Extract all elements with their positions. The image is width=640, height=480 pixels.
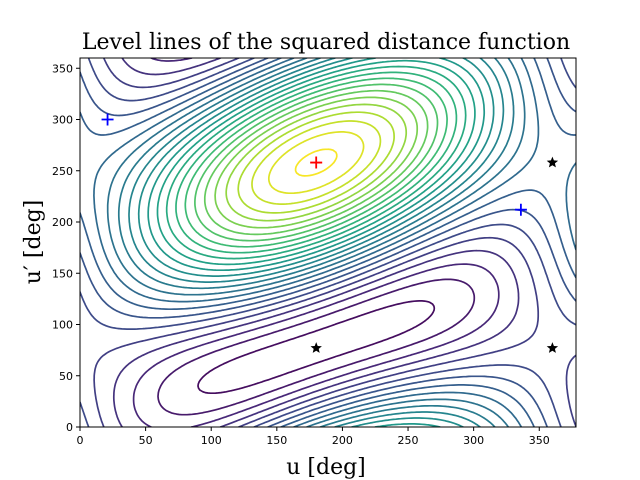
star-marker (546, 342, 559, 353)
plus-marker (101, 113, 114, 126)
star-marker (310, 342, 322, 353)
contour-level-line (197, 300, 436, 395)
contour-level-line (132, 58, 500, 427)
y-axis-label: u′ [deg] (21, 200, 46, 285)
contour-level-line (80, 58, 576, 427)
y-axis-ticks: 0 50 100 150 200 250 300 350 (52, 62, 80, 434)
contour-level-line (203, 89, 429, 236)
contour-level-line (294, 148, 338, 177)
y-tick-label: 50 (59, 370, 73, 383)
y-tick-label: 350 (52, 62, 73, 75)
y-tick-label: 0 (66, 421, 73, 434)
y-tick-label: 150 (52, 267, 73, 280)
contour-lines (80, 58, 576, 427)
y-tick-label: 300 (52, 114, 73, 127)
x-tick-label: 350 (529, 434, 550, 447)
y-tick-label: 100 (52, 319, 73, 332)
x-tick-label: 300 (463, 434, 484, 447)
x-tick-label: 150 (266, 434, 287, 447)
contour-level-line (251, 120, 382, 205)
contour-level-line (237, 111, 395, 214)
contour-level-line (112, 58, 520, 427)
x-tick-label: 0 (77, 434, 84, 447)
marker-layer (101, 113, 559, 353)
contour-level-line (93, 58, 576, 427)
x-tick-label: 200 (332, 434, 353, 447)
contour-level-line (214, 96, 419, 229)
x-tick-label: 250 (398, 434, 419, 447)
contour-level-line (267, 131, 365, 195)
plus-marker (514, 203, 527, 216)
x-tick-label: 100 (201, 434, 222, 447)
x-tick-label: 50 (139, 434, 153, 447)
contour-level-line (194, 83, 439, 242)
contour-level-line (184, 77, 448, 248)
x-axis-label: u [deg] (286, 455, 366, 480)
chart-title: Level lines of the squared distance func… (82, 30, 570, 55)
x-axis-ticks: 0 50 100 150 200 250 300 350 (77, 427, 550, 447)
contour-level-line (165, 65, 467, 260)
y-tick-label: 200 (52, 216, 73, 229)
plot-frame (79, 57, 577, 428)
contour-level-line (157, 278, 476, 416)
star-marker (546, 156, 559, 168)
contour-level-line (156, 59, 476, 266)
contour-level-line (80, 58, 576, 427)
contour-level-line (80, 58, 576, 427)
y-tick-label: 250 (52, 165, 73, 178)
contour-level-line (225, 103, 408, 222)
contour-level-line (175, 71, 458, 254)
plus-marker (310, 156, 323, 169)
